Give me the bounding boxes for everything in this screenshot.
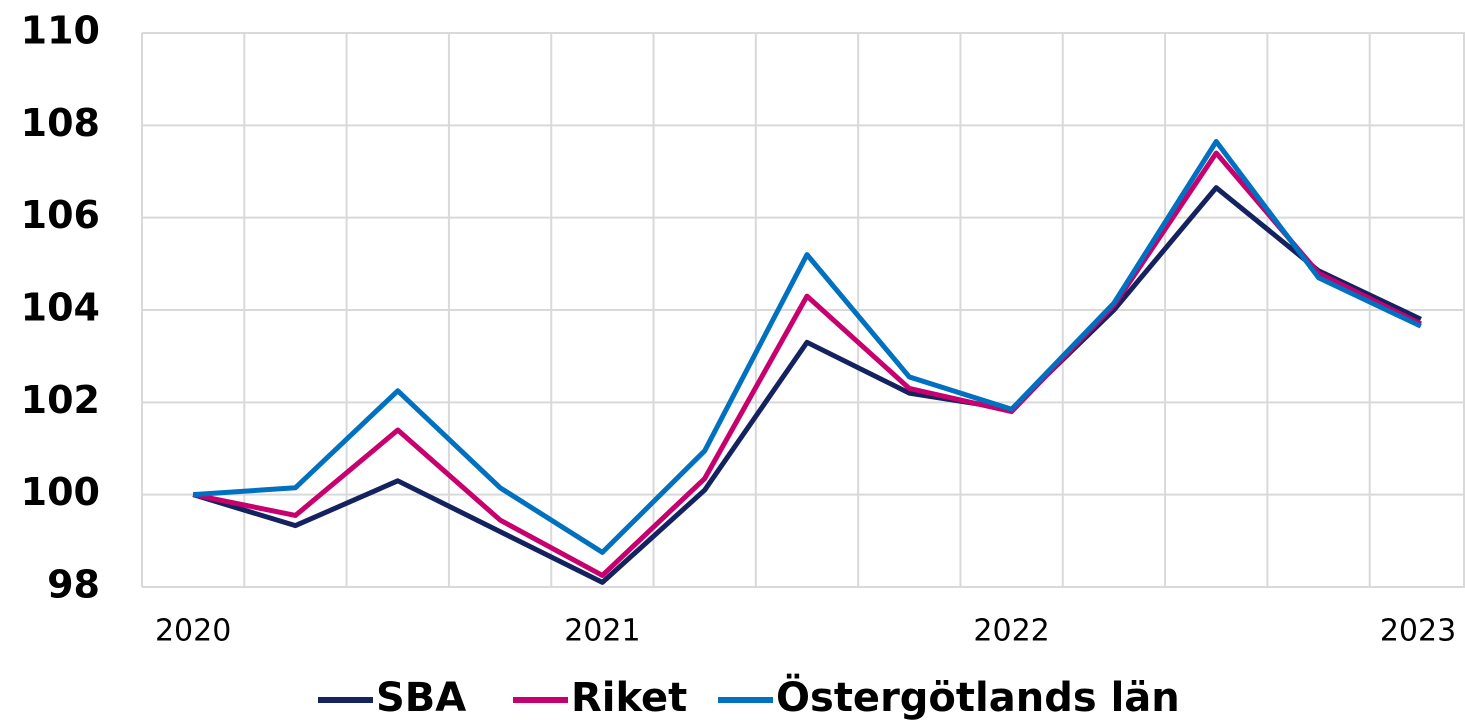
- x-tick-label: 2020: [155, 614, 231, 649]
- legend-label: SBA: [376, 675, 466, 721]
- series-line: [192, 138, 1422, 555]
- x-tick-label: 2023: [1380, 614, 1456, 649]
- y-tick-label: 102: [21, 378, 100, 422]
- legend-label: Riket: [571, 675, 687, 721]
- y-tick-label: 108: [21, 101, 100, 145]
- legend-label: Östergötlands län: [776, 673, 1180, 721]
- y-tick-label: 110: [21, 9, 100, 53]
- y-tick-label: 100: [21, 470, 100, 514]
- x-tick-label: 2021: [564, 614, 640, 649]
- y-tick-label: 98: [47, 563, 100, 607]
- series-line: [192, 150, 1422, 578]
- series-line: [192, 185, 1422, 585]
- y-tick-label: 104: [21, 286, 100, 330]
- y-tick-label: 106: [21, 193, 100, 237]
- x-tick-label: 2022: [973, 614, 1049, 649]
